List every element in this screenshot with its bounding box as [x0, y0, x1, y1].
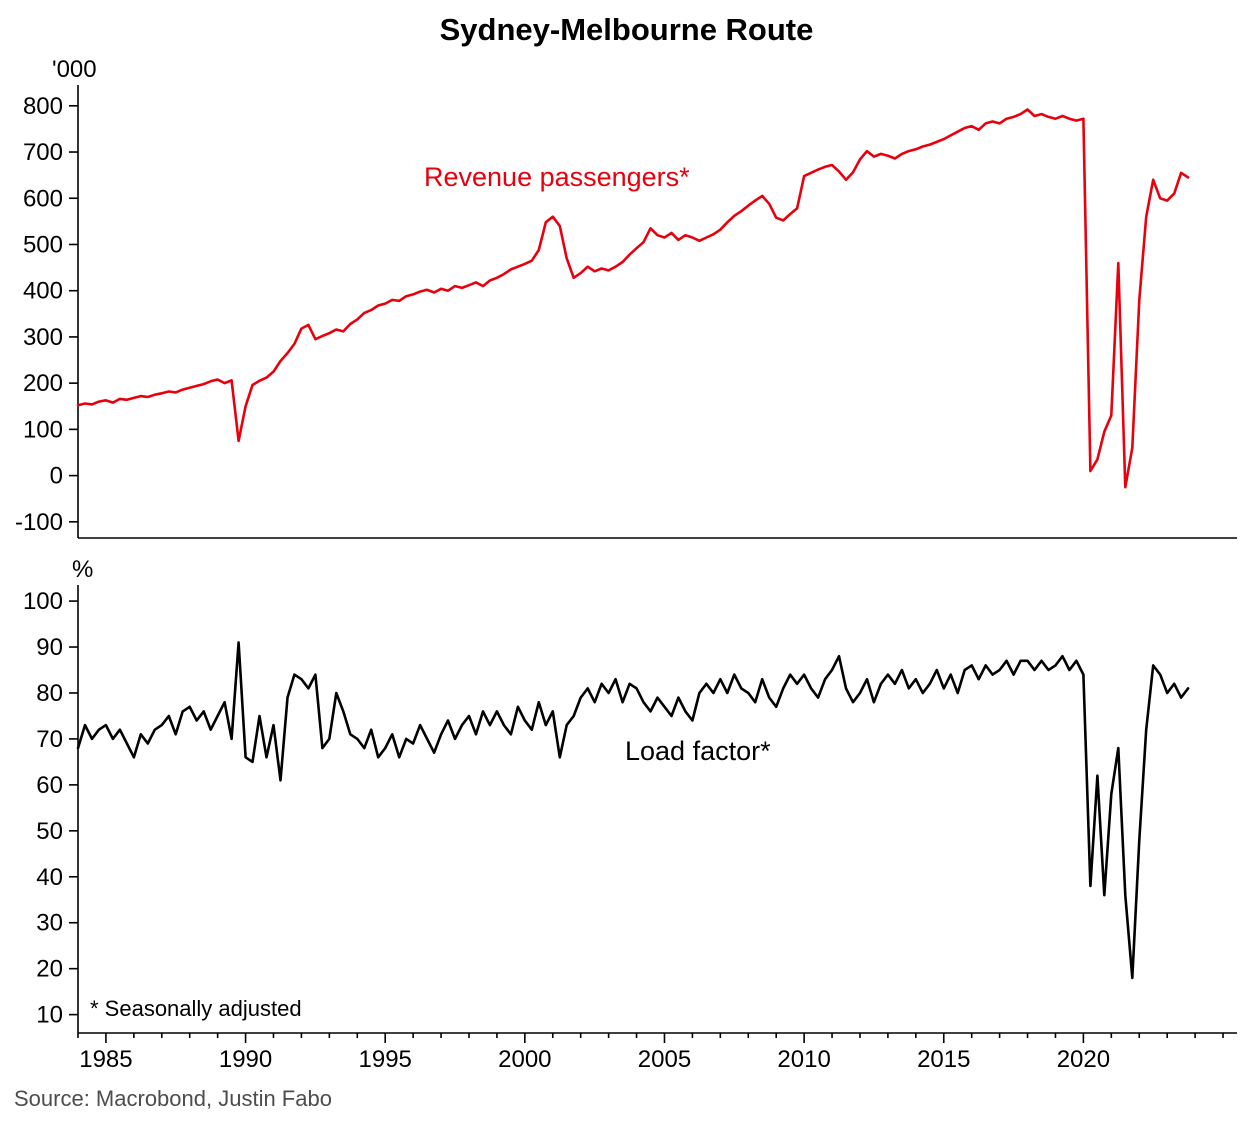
y-tick-label: 100	[23, 416, 63, 443]
footnote: * Seasonally adjusted	[90, 996, 302, 1021]
x-tick-label: 2000	[498, 1046, 551, 1073]
y-tick-label: 80	[36, 680, 63, 707]
chart-title: Sydney-Melbourne Route	[439, 12, 814, 47]
y-tick-label: 500	[23, 231, 63, 258]
bottom-axis-unit-label: %	[72, 556, 94, 583]
y-tick-label: 100	[23, 588, 63, 615]
y-tick-label: 70	[36, 726, 63, 753]
y-tick-label: 20	[36, 956, 63, 983]
x-tick-label: 2010	[777, 1046, 830, 1073]
data-line	[76, 108, 1190, 489]
y-tick-label: 30	[36, 910, 63, 937]
x-tick-label: 1995	[359, 1046, 412, 1073]
data-line	[76, 641, 1190, 980]
y-tick-label: 400	[23, 278, 63, 305]
y-tick-label: 40	[36, 864, 63, 891]
y-tick-label: 60	[36, 772, 63, 799]
x-tick-label: 2015	[917, 1046, 970, 1073]
y-tick-label: 50	[36, 818, 63, 845]
y-tick-label: 10	[36, 1002, 63, 1029]
passengers-series-label: Revenue passengers*	[424, 162, 690, 192]
x-tick-label: 1990	[219, 1046, 272, 1073]
passengers-chart: 800 700 600 500 400 300 200 100 0 -100	[15, 85, 1237, 539]
y-tick-label: 90	[36, 634, 63, 661]
y-tick-label: 600	[23, 185, 63, 212]
y-tick-label: 0	[50, 463, 63, 490]
x-tick-label: 2005	[638, 1046, 691, 1073]
y-tick-label: 700	[23, 139, 63, 166]
y-tick-label: 800	[23, 93, 63, 120]
load-factor-series-label: Load factor*	[625, 736, 771, 766]
x-tick-label: 2020	[1057, 1046, 1110, 1073]
y-tick-label: -100	[15, 509, 63, 536]
top-axis-unit-label: '000	[52, 56, 97, 83]
y-tick-label: 200	[23, 370, 63, 397]
source-text: Source: Macrobond, Justin Fabo	[14, 1086, 332, 1111]
y-tick-label: 300	[23, 324, 63, 351]
x-tick-label: 1985	[79, 1046, 132, 1073]
